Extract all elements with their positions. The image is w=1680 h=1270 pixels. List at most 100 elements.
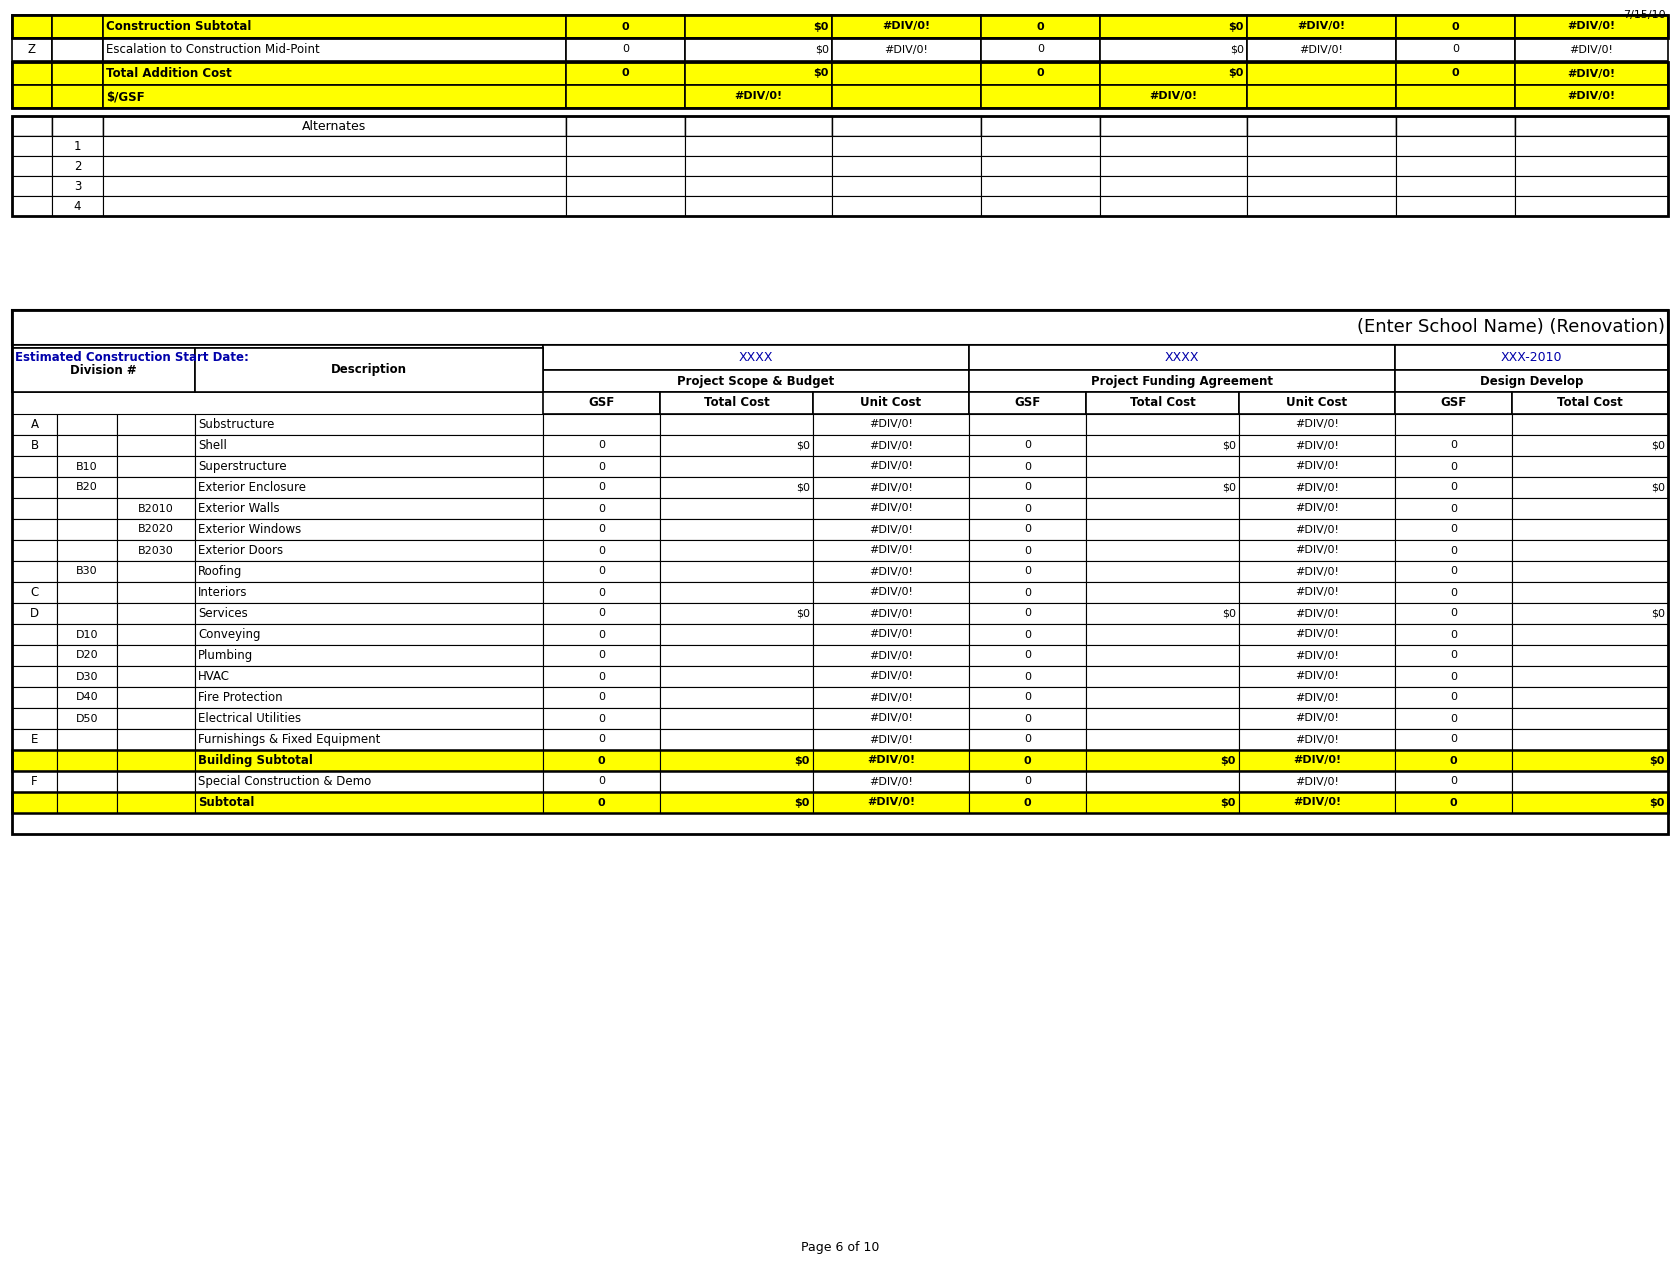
Bar [832, 177, 981, 196]
Bar [12, 345, 543, 370]
Bar [566, 15, 685, 38]
Bar [1512, 645, 1668, 665]
Bar [1512, 603, 1668, 624]
Text: #DIV/0!: #DIV/0! [1567, 91, 1616, 102]
Bar [813, 498, 969, 519]
Text: $0: $0 [1650, 798, 1665, 808]
Text: 1: 1 [74, 140, 81, 152]
Bar [118, 771, 195, 792]
Text: 0: 0 [598, 650, 605, 660]
Text: D30: D30 [76, 672, 97, 682]
Bar [813, 540, 969, 561]
Bar [57, 645, 118, 665]
Bar [1247, 38, 1396, 61]
Bar [969, 582, 1085, 603]
Bar [118, 561, 195, 582]
Bar [981, 156, 1100, 177]
Bar [685, 196, 832, 216]
Text: #DIV/0!: #DIV/0! [1295, 630, 1339, 640]
Text: #DIV/0!: #DIV/0! [885, 44, 929, 55]
Bar [1247, 177, 1396, 196]
Text: 0: 0 [1025, 714, 1032, 724]
Bar [1394, 687, 1512, 707]
Bar [969, 498, 1085, 519]
Bar [52, 15, 102, 38]
Bar [1396, 15, 1515, 38]
Bar [1512, 498, 1668, 519]
Bar [969, 687, 1085, 707]
Bar [195, 348, 543, 392]
Bar [57, 603, 118, 624]
Bar [969, 624, 1085, 645]
Bar [1085, 519, 1240, 540]
Bar [52, 116, 102, 136]
Bar [195, 665, 543, 687]
Text: #DIV/0!: #DIV/0! [1295, 461, 1339, 471]
Bar [1240, 792, 1394, 813]
Bar [543, 561, 660, 582]
Text: Services: Services [198, 607, 247, 620]
Bar [1515, 196, 1668, 216]
Bar [57, 414, 118, 436]
Bar [1512, 624, 1668, 645]
Bar [1100, 177, 1247, 196]
Text: C: C [30, 585, 39, 599]
Bar [1512, 519, 1668, 540]
Text: 0: 0 [1025, 672, 1032, 682]
Bar [195, 603, 543, 624]
Text: Electrical Utilities: Electrical Utilities [198, 712, 301, 725]
Bar [1515, 62, 1668, 85]
Bar [1085, 540, 1240, 561]
Bar [660, 456, 813, 478]
Bar [1512, 729, 1668, 751]
Text: Escalation to Construction Mid-Point: Escalation to Construction Mid-Point [106, 43, 319, 56]
Bar [566, 38, 685, 61]
Text: #DIV/0!: #DIV/0! [1295, 692, 1339, 702]
Text: $0: $0 [1651, 483, 1665, 493]
Text: #DIV/0!: #DIV/0! [1295, 672, 1339, 682]
Bar [1512, 707, 1668, 729]
Text: 0: 0 [1450, 546, 1457, 555]
Text: 0: 0 [1037, 44, 1043, 55]
Bar [660, 561, 813, 582]
Bar [1100, 156, 1247, 177]
Text: 0: 0 [598, 692, 605, 702]
Bar [12, 156, 52, 177]
Bar [813, 436, 969, 456]
Text: $/GSF: $/GSF [106, 90, 144, 103]
Text: HVAC: HVAC [198, 671, 230, 683]
Bar [1247, 62, 1396, 85]
Bar [969, 561, 1085, 582]
Text: Estimated Construction Start Date:: Estimated Construction Start Date: [15, 351, 249, 364]
Text: B20: B20 [76, 483, 97, 493]
Text: #DIV/0!: #DIV/0! [1294, 798, 1341, 808]
Text: #DIV/0!: #DIV/0! [1294, 756, 1341, 766]
Bar [118, 414, 195, 436]
Bar [813, 771, 969, 792]
Text: 0: 0 [1450, 714, 1457, 724]
Bar [566, 85, 685, 108]
Text: 0: 0 [1450, 630, 1457, 640]
Bar [1396, 62, 1515, 85]
Bar [57, 456, 118, 478]
Bar [1085, 729, 1240, 751]
Bar [969, 345, 1394, 370]
Bar [660, 436, 813, 456]
Bar [543, 498, 660, 519]
Bar [195, 729, 543, 751]
Bar [566, 62, 685, 85]
Bar [660, 687, 813, 707]
Text: #DIV/0!: #DIV/0! [1300, 44, 1344, 55]
Bar [12, 414, 57, 436]
Bar [1394, 519, 1512, 540]
Text: #DIV/0!: #DIV/0! [869, 714, 912, 724]
Bar [12, 751, 1668, 771]
Text: $0: $0 [796, 483, 810, 493]
Bar [1240, 624, 1394, 645]
Bar [195, 519, 543, 540]
Bar [195, 792, 543, 813]
Bar [660, 498, 813, 519]
Bar [12, 310, 1668, 345]
Text: 0: 0 [598, 672, 605, 682]
Bar [969, 540, 1085, 561]
